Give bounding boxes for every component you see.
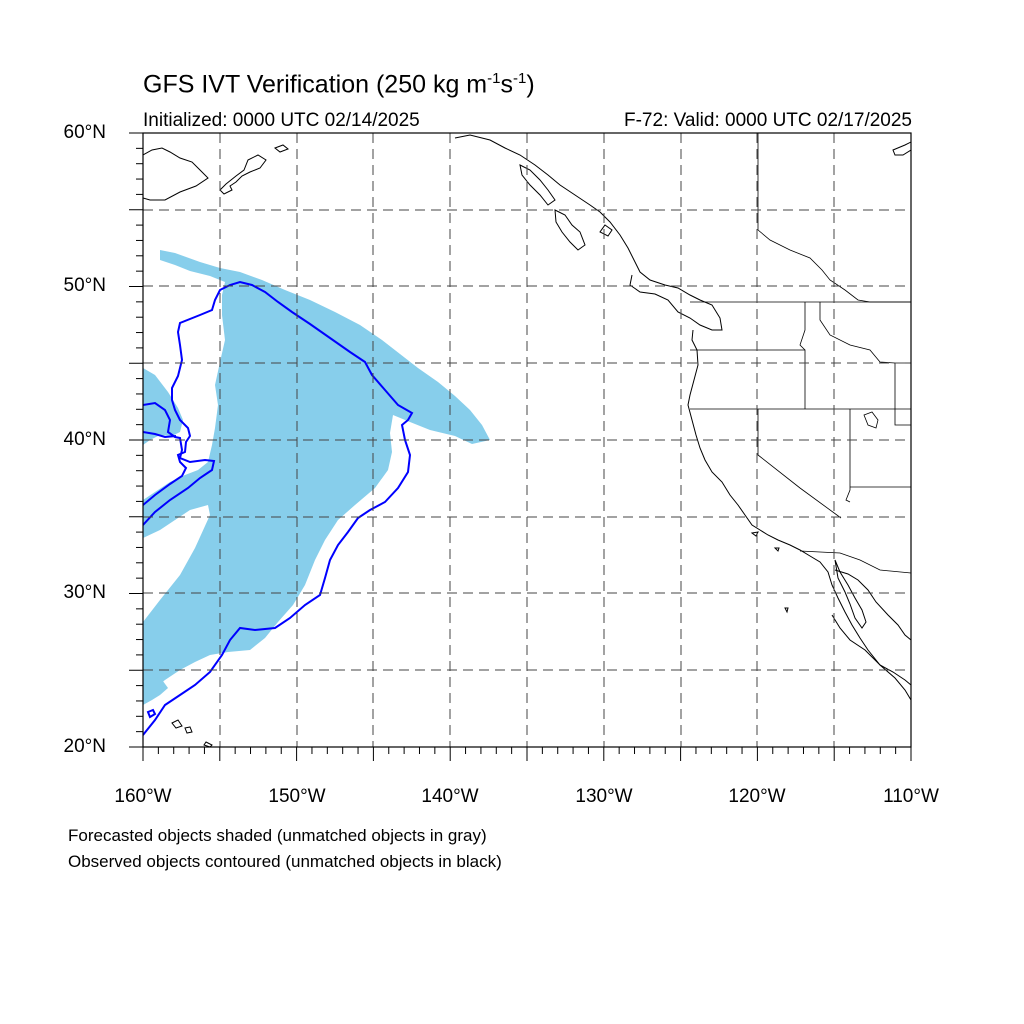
lon-label-150w: 150°W [268,786,326,807]
lat-lon-grid [143,133,911,747]
lon-label-110w: 110°W [883,786,939,807]
forecast-ivt-object-south [143,677,168,705]
map-title: GFS IVT Verification (250 kg m-1s-1) [143,70,535,99]
axis-ticks [129,132,912,761]
salton-lake [863,411,879,429]
observed-ivt-object-small [146,708,157,719]
lon-label-130w: 130°W [575,786,633,807]
lon-label-120w: 120°W [728,786,786,807]
lat-label-30n: 30°N [63,582,106,603]
observed-ivt-object-west [143,431,177,439]
initialized-time: Initialized: 0000 UTC 02/14/2025 [143,110,420,131]
lon-label-140w: 140°W [421,786,479,807]
lat-label-40n: 40°N [63,429,106,450]
lon-label-160w: 160°W [114,786,172,807]
lat-label-20n: 20°N [63,736,106,757]
lat-label-50n: 50°N [63,275,106,296]
forecast-ivt-object-west [143,368,183,445]
legend-forecast-note: Forecasted objects shaded (unmatched obj… [68,826,487,845]
forecast-ivt-object [143,250,490,698]
political-borders [690,133,911,574]
lat-label-60n: 60°N [63,122,106,143]
legend-observed-note: Observed objects contoured (unmatched ob… [68,852,502,871]
coastlines [143,134,911,747]
observed-ivt-object [143,280,414,736]
valid-time: F-72: Valid: 0000 UTC 02/17/2025 [624,110,912,131]
